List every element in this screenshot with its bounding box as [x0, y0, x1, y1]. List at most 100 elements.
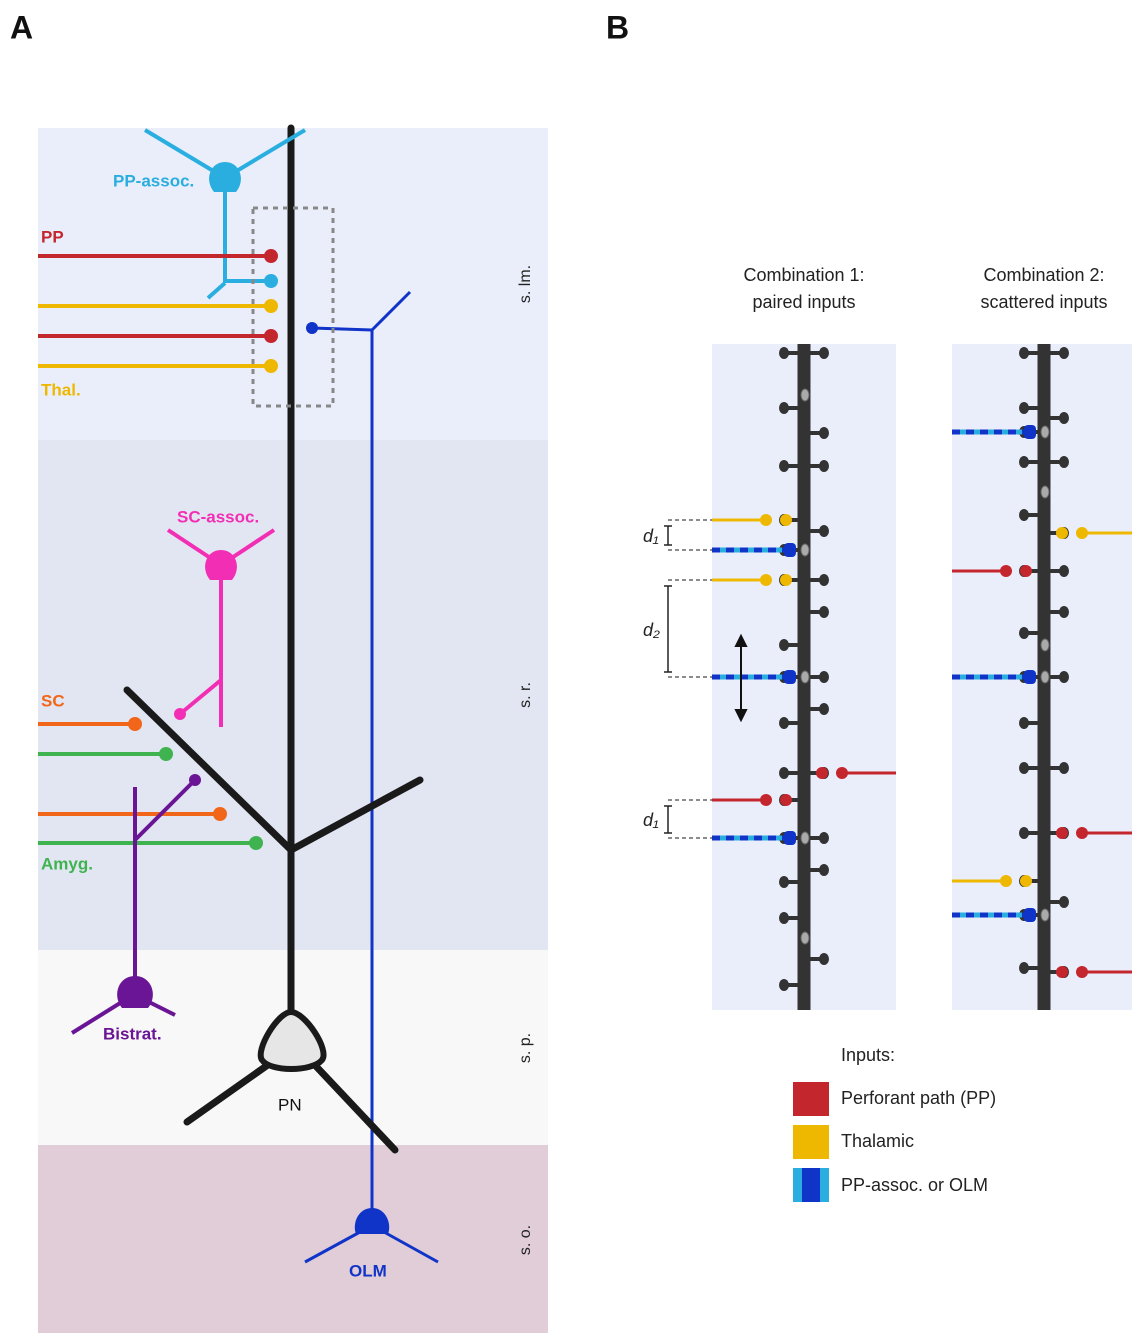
- input-terminal: [1056, 827, 1068, 839]
- spine-head: [779, 979, 789, 991]
- label: Amyg.: [41, 854, 93, 873]
- input-terminal: [1024, 425, 1036, 439]
- spine-head: [819, 671, 829, 683]
- synapse: [264, 249, 278, 263]
- active-synapse: [801, 544, 809, 556]
- legend-label: Perforant path (PP): [841, 1088, 996, 1108]
- synapse: [264, 299, 278, 313]
- synapse: [264, 274, 278, 288]
- legend-label: Thalamic: [841, 1131, 914, 1151]
- input-terminal: [836, 767, 848, 779]
- distance-label: d₁: [643, 526, 659, 546]
- axon: [312, 328, 372, 330]
- input-terminal: [816, 767, 828, 779]
- active-synapse: [1041, 426, 1049, 438]
- input-terminal: [1076, 827, 1088, 839]
- spine-head: [1019, 456, 1029, 468]
- spine-head: [779, 639, 789, 651]
- spine-head: [819, 427, 829, 439]
- input-terminal: [1056, 966, 1068, 978]
- label: Bistrat.: [103, 1024, 162, 1043]
- distance-brackets: [664, 526, 672, 833]
- input-terminal: [780, 574, 792, 586]
- synapse: [213, 807, 227, 821]
- synapse: [189, 774, 201, 786]
- input-terminal: [1000, 875, 1012, 887]
- active-synapse: [1041, 909, 1049, 921]
- active-synapse: [801, 832, 809, 844]
- combination-title: Combination 1:: [743, 265, 864, 285]
- spine-head: [1019, 717, 1029, 729]
- spine-head: [779, 460, 789, 472]
- label: OLM: [349, 1261, 387, 1280]
- active-synapse: [1041, 671, 1049, 683]
- input-terminal: [784, 543, 796, 557]
- synapse: [249, 836, 263, 850]
- input-terminal: [784, 831, 796, 845]
- input-terminal: [780, 794, 792, 806]
- spine-head: [1059, 565, 1069, 577]
- spine-head: [819, 953, 829, 965]
- spine-head: [819, 460, 829, 472]
- spine-head: [1019, 762, 1029, 774]
- spine-head: [779, 402, 789, 414]
- spine-head: [779, 876, 789, 888]
- spine-head: [1019, 509, 1029, 521]
- active-synapse: [1041, 639, 1049, 651]
- spine-head: [779, 912, 789, 924]
- legend-label: PP-assoc. or OLM: [841, 1175, 988, 1195]
- layer-label: s. p.: [517, 1033, 534, 1063]
- layer-band: [38, 1145, 548, 1333]
- layer-label: s. lm.: [517, 265, 534, 303]
- label: SC-assoc.: [177, 507, 259, 526]
- distance-label: d₂: [643, 620, 660, 640]
- legend-swatch: [802, 1168, 820, 1202]
- combination-title: Combination 2:: [983, 265, 1104, 285]
- label: PP: [41, 227, 64, 246]
- spine-head: [819, 606, 829, 618]
- layer-label: s. r.: [517, 682, 534, 708]
- label: Thal.: [41, 380, 81, 399]
- spine-head: [819, 525, 829, 537]
- label: PN: [278, 1095, 302, 1114]
- active-synapse: [801, 932, 809, 944]
- spine-head: [1019, 962, 1029, 974]
- label: SC: [41, 691, 65, 710]
- legend-title: Inputs:: [841, 1045, 895, 1065]
- spine-head: [1059, 606, 1069, 618]
- spine-head: [1059, 896, 1069, 908]
- active-synapse: [801, 389, 809, 401]
- spine-head: [1059, 347, 1069, 359]
- synapse: [264, 359, 278, 373]
- input-terminal: [1000, 565, 1012, 577]
- spine-head: [819, 574, 829, 586]
- spine-head: [1019, 402, 1029, 414]
- distance-label: d₁: [643, 810, 659, 830]
- synapse: [128, 717, 142, 731]
- input-terminal: [1076, 527, 1088, 539]
- panel-label: B: [606, 9, 629, 45]
- input-terminal: [760, 514, 772, 526]
- active-synapse: [1041, 486, 1049, 498]
- distance-guides: [668, 520, 712, 838]
- soma: [209, 162, 241, 192]
- input-terminal: [1076, 966, 1088, 978]
- combination-title: scattered inputs: [980, 292, 1107, 312]
- spine-head: [819, 347, 829, 359]
- label: PP-assoc.: [113, 171, 194, 190]
- input-terminal: [1020, 875, 1032, 887]
- input-terminal: [1024, 670, 1036, 684]
- synapse: [264, 329, 278, 343]
- input-terminal: [780, 514, 792, 526]
- spine-head: [819, 864, 829, 876]
- spine-head: [1059, 671, 1069, 683]
- figure: A B s. lm. s. r. s. p. s. o. PP-assoc. P…: [0, 0, 1132, 1333]
- layer-label: s. o.: [517, 1225, 534, 1255]
- input-terminal: [784, 670, 796, 684]
- spine-head: [779, 347, 789, 359]
- input-terminal: [1024, 908, 1036, 922]
- input-terminal: [760, 794, 772, 806]
- spine-head: [1019, 827, 1029, 839]
- legend-swatch: [793, 1082, 829, 1116]
- active-synapse: [801, 671, 809, 683]
